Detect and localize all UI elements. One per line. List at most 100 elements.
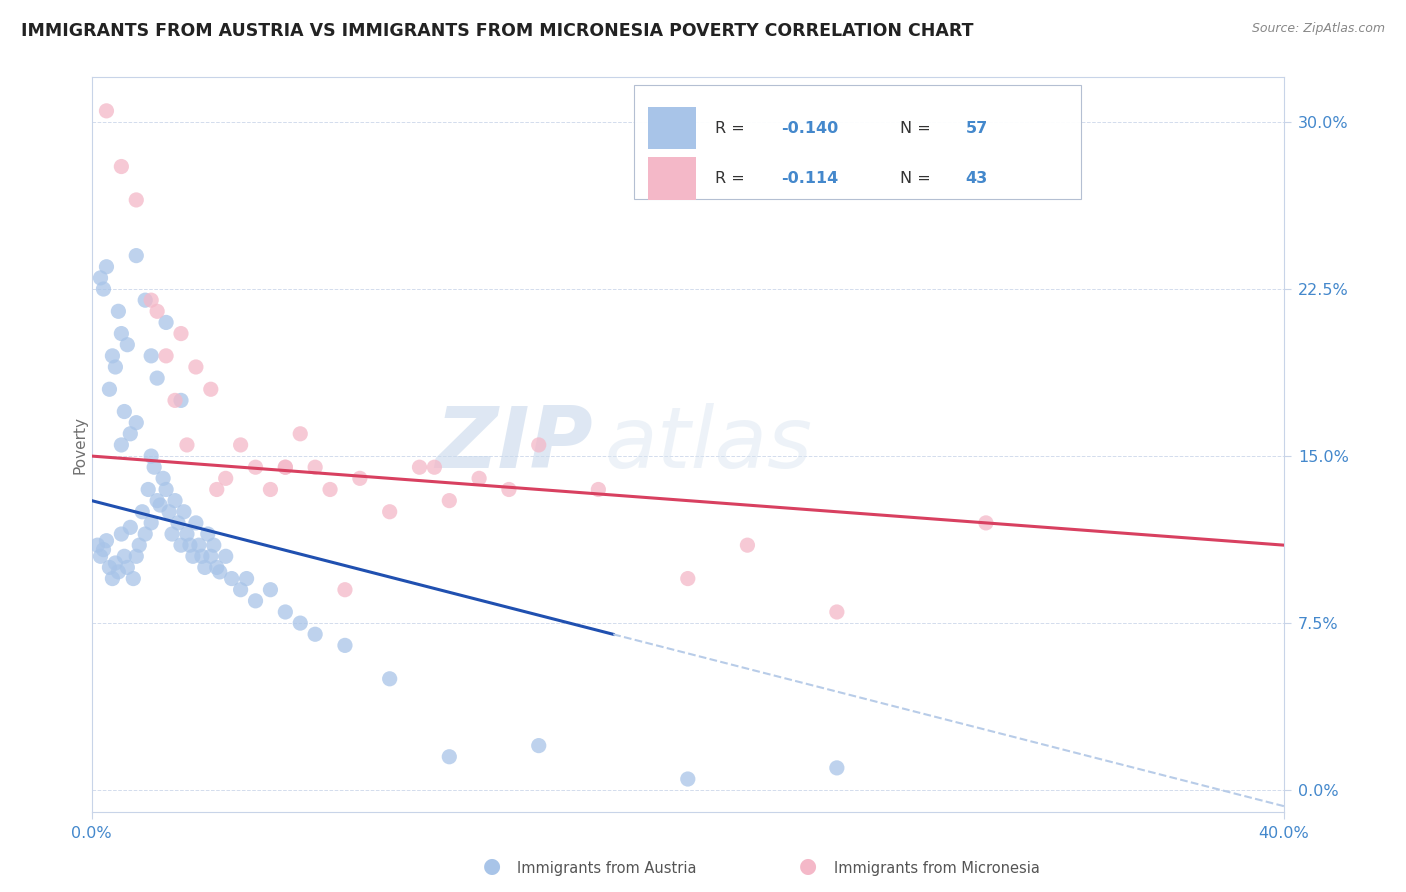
Point	[349, 471, 371, 485]
Point	[96, 260, 118, 274]
Text: R =: R =	[716, 170, 751, 186]
Point	[588, 483, 610, 497]
Point	[98, 382, 121, 396]
Text: atlas: atlas	[605, 403, 813, 486]
Point	[229, 438, 252, 452]
Point	[170, 393, 193, 408]
Point	[89, 549, 111, 564]
Point	[200, 382, 222, 396]
Point	[202, 538, 225, 552]
Point	[141, 349, 163, 363]
Point	[104, 556, 127, 570]
Point	[149, 498, 172, 512]
Point	[825, 605, 848, 619]
Point	[259, 483, 281, 497]
Point	[141, 516, 163, 530]
Point	[146, 371, 169, 385]
Point	[245, 460, 267, 475]
Point	[157, 505, 180, 519]
Point	[89, 271, 111, 285]
Point	[304, 627, 326, 641]
Point	[104, 359, 127, 374]
Point	[527, 438, 550, 452]
Point	[170, 538, 193, 552]
Text: Source: ZipAtlas.com: Source: ZipAtlas.com	[1251, 22, 1385, 36]
Point	[134, 527, 156, 541]
Point	[974, 516, 997, 530]
Point	[117, 560, 139, 574]
Point	[110, 326, 132, 341]
Point	[527, 739, 550, 753]
Point	[205, 560, 228, 574]
Point	[197, 527, 219, 541]
Point	[245, 594, 267, 608]
Point	[125, 249, 148, 263]
Text: 43: 43	[966, 170, 988, 186]
Point	[184, 359, 207, 374]
Point	[134, 293, 156, 308]
Point	[93, 282, 115, 296]
Point	[333, 582, 356, 597]
Point	[194, 560, 217, 574]
Point	[125, 416, 148, 430]
Point	[163, 493, 186, 508]
Point	[304, 460, 326, 475]
Point	[179, 538, 201, 552]
Point	[107, 304, 129, 318]
Point	[423, 460, 446, 475]
Point	[110, 527, 132, 541]
Point	[290, 426, 312, 441]
Point	[333, 639, 356, 653]
Point	[98, 560, 121, 574]
Text: ●: ●	[800, 856, 817, 876]
Point	[408, 460, 430, 475]
Point	[155, 315, 177, 329]
Point	[319, 483, 342, 497]
FancyBboxPatch shape	[634, 85, 1081, 199]
Point	[378, 505, 401, 519]
Point	[131, 505, 153, 519]
Point	[152, 471, 174, 485]
Point	[676, 772, 699, 786]
Point	[110, 160, 132, 174]
Point	[120, 426, 142, 441]
Point	[229, 582, 252, 597]
Point	[205, 483, 228, 497]
Point	[128, 538, 150, 552]
Point	[173, 505, 195, 519]
Text: N =: N =	[900, 120, 936, 136]
Point	[110, 438, 132, 452]
Point	[825, 761, 848, 775]
Text: R =: R =	[716, 120, 751, 136]
Point	[107, 565, 129, 579]
Point	[208, 565, 231, 579]
Point	[163, 393, 186, 408]
Point	[120, 520, 142, 534]
Text: ZIP: ZIP	[434, 403, 592, 486]
Point	[676, 572, 699, 586]
Point	[215, 471, 238, 485]
Point	[136, 483, 159, 497]
Point	[155, 483, 177, 497]
Point	[122, 572, 145, 586]
Bar	[648, 107, 696, 149]
Point	[101, 572, 124, 586]
Point	[378, 672, 401, 686]
Text: -0.140: -0.140	[780, 120, 838, 136]
Point	[143, 460, 166, 475]
Point	[146, 304, 169, 318]
Text: N =: N =	[900, 170, 936, 186]
Point	[181, 549, 204, 564]
Point	[290, 616, 312, 631]
Point	[274, 460, 297, 475]
Point	[737, 538, 759, 552]
Point	[184, 516, 207, 530]
Point	[96, 533, 118, 548]
Point	[96, 103, 118, 118]
Point	[155, 349, 177, 363]
Point	[125, 549, 148, 564]
Text: IMMIGRANTS FROM AUSTRIA VS IMMIGRANTS FROM MICRONESIA POVERTY CORRELATION CHART: IMMIGRANTS FROM AUSTRIA VS IMMIGRANTS FR…	[21, 22, 973, 40]
Point	[439, 749, 461, 764]
Point	[259, 582, 281, 597]
Point	[125, 193, 148, 207]
